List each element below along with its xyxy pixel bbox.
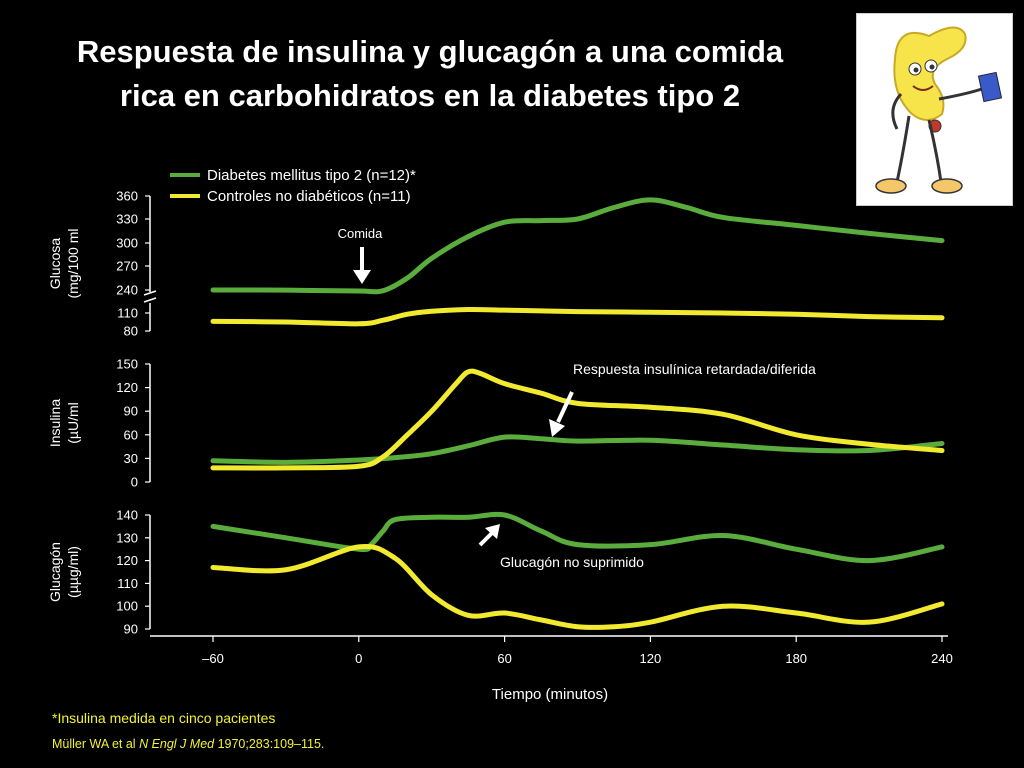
y-axis-label-line-1: Glucagón	[47, 542, 63, 602]
footnote: *Insulina medida en cinco pacientes	[52, 710, 276, 726]
y-tick-label: 240	[116, 283, 138, 298]
y-tick-label: 30	[124, 451, 138, 466]
citation-authors: Müller WA et al	[52, 737, 140, 751]
y-axis-label-line-1: Glucosa	[47, 238, 63, 290]
panel-3-series-control-line	[210, 544, 945, 630]
x-tick-label: 0	[355, 651, 362, 666]
panel-1-series-control-line	[210, 306, 945, 327]
citation-ref: 1970;283:109–115.	[214, 737, 325, 751]
pancreas-mascot-icon	[856, 13, 1013, 206]
annotation-meal: Comida	[338, 226, 384, 241]
x-axis-title: Tiempo (minutos)	[492, 686, 608, 703]
legend-label-1: Diabetes mellitus tipo 2 (n=12)*	[207, 167, 416, 184]
panel-2-series-control-line	[210, 368, 945, 471]
panel-1-series-diabetes-line	[210, 197, 945, 295]
y-tick-label: 60	[124, 427, 138, 442]
annotation-glucagon: Glucagón no suprimido	[500, 554, 644, 570]
y-tick-label: 120	[116, 380, 138, 395]
annotation-insulin: Respuesta insulínica retardada/diferida	[573, 361, 816, 377]
y-tick-label: 140	[116, 508, 138, 523]
panel-2-series-diabetes-line	[210, 434, 945, 465]
insulin-arrow-head	[549, 419, 565, 437]
y-tick-label: 90	[124, 622, 138, 637]
axis-break-mark	[143, 290, 157, 303]
x-tick-label: 180	[785, 651, 807, 666]
glucagon-arrow-shaft	[478, 531, 494, 547]
glucagon-arrow-head	[485, 524, 500, 539]
x-tick-label: –60	[202, 651, 224, 666]
y-axis-label-line-2: (µµg/ml)	[65, 546, 81, 598]
y-axis-label-line-1: Insulina	[47, 399, 63, 447]
y-tick-label: 100	[116, 599, 138, 614]
y-tick-label: 330	[116, 212, 138, 227]
y-axis-label-line-2: (mg/100 ml	[65, 228, 81, 298]
y-tick-label: 130	[116, 530, 138, 545]
y-tick-label: 360	[116, 189, 138, 204]
insulin-arrow-shaft	[556, 391, 574, 423]
y-tick-label: 110	[117, 576, 138, 591]
citation: Müller WA et al N Engl J Med 1970;283:10…	[52, 737, 324, 751]
slide-title: Respuesta de insulina y glucagón a una c…	[0, 30, 860, 118]
y-tick-label: 300	[116, 236, 138, 251]
x-tick-label: 120	[640, 651, 662, 666]
x-tick-label: 60	[497, 651, 511, 666]
y-tick-label: 0	[131, 475, 138, 490]
y-tick-label: 150	[116, 357, 138, 372]
x-tick-label: 240	[931, 651, 953, 666]
y-tick-label: 90	[124, 404, 138, 419]
title-line-2: rica en carbohidratos en la diabetes tip…	[119, 78, 741, 113]
y-tick-label: 120	[116, 553, 138, 568]
title-line-1: Respuesta de insulina y glucagón a una c…	[76, 34, 784, 69]
citation-journal: N Engl J Med	[139, 737, 215, 751]
y-tick-label: 110	[117, 306, 138, 321]
meal-arrow-head	[353, 270, 371, 284]
y-axis-label-line-2: (µU/ml	[65, 402, 81, 444]
y-tick-label: 270	[116, 259, 138, 274]
legend-label-2: Controles no diabéticos (n=11)	[207, 188, 411, 205]
y-tick-label: 80	[124, 324, 138, 339]
